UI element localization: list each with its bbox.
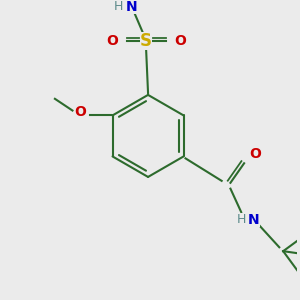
Text: N: N <box>248 213 260 227</box>
Text: S: S <box>140 32 152 50</box>
Text: O: O <box>106 34 118 48</box>
Text: O: O <box>249 146 261 161</box>
Text: O: O <box>74 106 86 119</box>
Text: H: H <box>114 1 123 13</box>
Text: N: N <box>126 0 137 14</box>
Text: H: H <box>236 213 246 226</box>
Text: O: O <box>174 34 186 48</box>
